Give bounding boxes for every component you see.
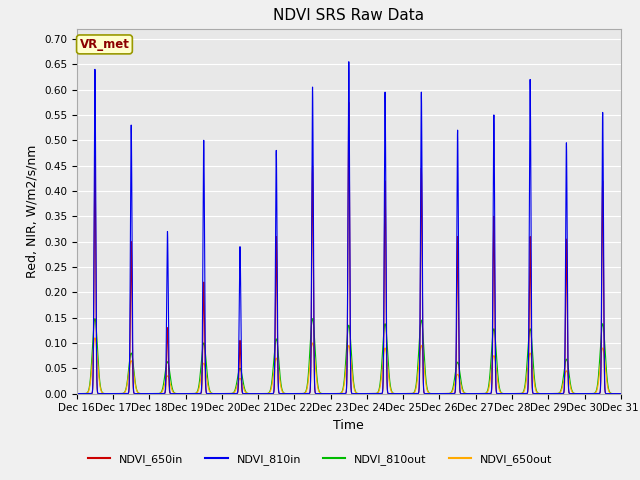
Line: NDVI_810out: NDVI_810out xyxy=(77,319,621,394)
NDVI_650in xyxy=(260,391,268,396)
NDVI_650in xyxy=(108,391,116,396)
NDVI_810in xyxy=(108,391,116,396)
NDVI_810out xyxy=(516,391,524,396)
NDVI_810in xyxy=(310,368,318,373)
NDVI_810out xyxy=(310,334,318,339)
X-axis label: Time: Time xyxy=(333,419,364,432)
Y-axis label: Red, NIR, W/m2/s/nm: Red, NIR, W/m2/s/nm xyxy=(26,144,38,278)
NDVI_810in xyxy=(193,391,201,396)
NDVI_810in xyxy=(86,391,94,396)
NDVI_650out xyxy=(73,391,81,396)
NDVI_650in xyxy=(73,391,81,396)
NDVI_810out xyxy=(108,391,116,396)
Line: NDVI_810in: NDVI_810in xyxy=(77,62,621,394)
NDVI_810out xyxy=(260,391,268,396)
NDVI_650out xyxy=(108,391,116,396)
NDVI_650out xyxy=(516,391,524,396)
NDVI_810in xyxy=(617,391,625,396)
NDVI_650out xyxy=(86,379,94,385)
NDVI_810in xyxy=(260,391,268,396)
NDVI_650out xyxy=(91,335,99,341)
NDVI_810in xyxy=(345,59,353,65)
NDVI_650out xyxy=(193,389,201,395)
NDVI_650in xyxy=(617,391,625,396)
Text: VR_met: VR_met xyxy=(79,38,129,51)
Line: NDVI_650out: NDVI_650out xyxy=(77,338,621,394)
NDVI_810out xyxy=(617,391,625,396)
Legend: NDVI_650in, NDVI_810in, NDVI_810out, NDVI_650out: NDVI_650in, NDVI_810in, NDVI_810out, NDV… xyxy=(83,450,557,469)
NDVI_650in xyxy=(345,99,353,105)
NDVI_810out xyxy=(193,389,201,395)
NDVI_650out xyxy=(617,391,625,396)
NDVI_650in xyxy=(310,377,318,383)
NDVI_810out xyxy=(86,375,94,381)
NDVI_650in xyxy=(86,391,94,396)
NDVI_810in xyxy=(73,391,81,396)
Line: NDVI_650in: NDVI_650in xyxy=(77,102,621,394)
Title: NDVI SRS Raw Data: NDVI SRS Raw Data xyxy=(273,9,424,24)
NDVI_650out xyxy=(260,391,268,396)
NDVI_650out xyxy=(218,391,226,396)
NDVI_810out xyxy=(91,316,99,322)
NDVI_650in xyxy=(218,391,226,396)
NDVI_650in xyxy=(516,391,524,396)
NDVI_650in xyxy=(193,391,201,396)
NDVI_810in xyxy=(516,391,524,396)
NDVI_810out xyxy=(73,391,81,396)
NDVI_650out xyxy=(310,353,318,359)
